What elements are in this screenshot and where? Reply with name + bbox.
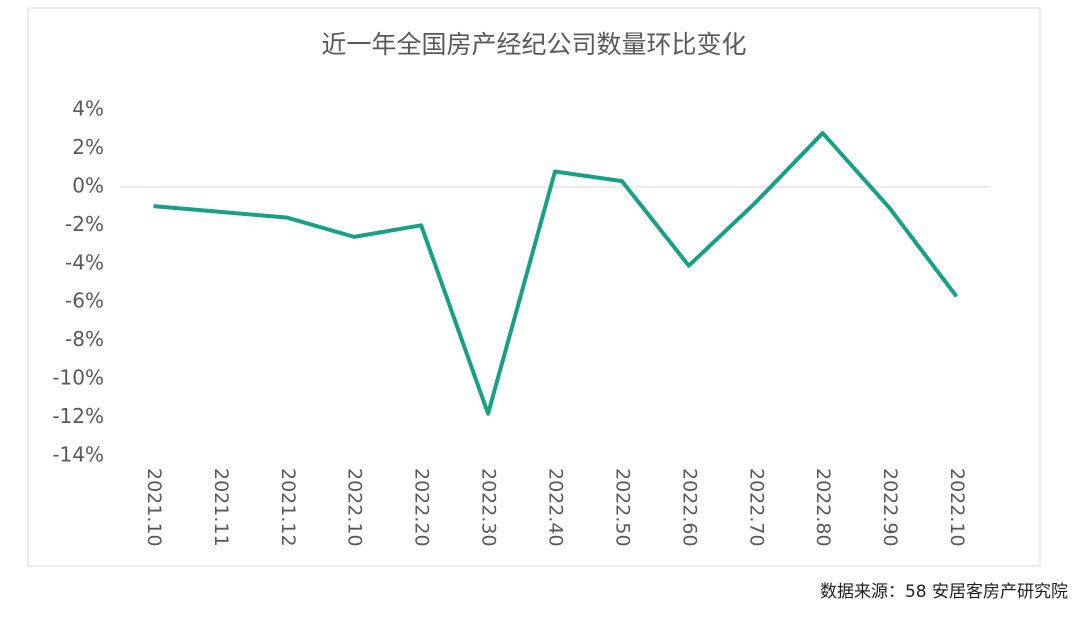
y-tick-label: -2% [65,212,104,236]
chart-title: 近一年全国房产经纪公司数量环比变化 [321,30,746,59]
x-tick-label: 2022.40 [545,468,567,547]
x-tick-label: 2022.50 [611,468,633,547]
x-tick-label: 2022.60 [678,468,700,547]
x-tick-label: 2022.30 [478,468,500,547]
x-tick-label: 2022.90 [879,468,901,547]
y-tick-label: -12% [52,404,104,428]
y-tick-label: -4% [65,250,104,274]
x-tick-label: 2022.10 [946,468,968,547]
chart-frame [27,7,1041,567]
x-tick-label: 2021.12 [277,468,299,547]
x-tick-label: 2021.10 [143,468,165,547]
y-tick-label: -14% [52,443,104,467]
y-tick-label: 4% [72,97,104,121]
x-tick-label: 2022.80 [812,468,834,547]
source-note: 数据来源：58 安居客房产研究院 [820,582,1068,602]
x-tick-label: 2021.11 [210,468,232,547]
y-tick-label: 2% [72,135,104,159]
line-series [153,131,959,416]
x-tick-label: 2022.70 [745,468,767,547]
x-tick-label: 2022.20 [411,468,433,547]
y-tick-label: -8% [65,327,104,351]
y-tick-label: -6% [65,289,104,313]
x-tick-label: 2022.10 [344,468,366,547]
y-tick-label: 0% [72,173,104,197]
y-tick-label: -10% [52,366,104,390]
